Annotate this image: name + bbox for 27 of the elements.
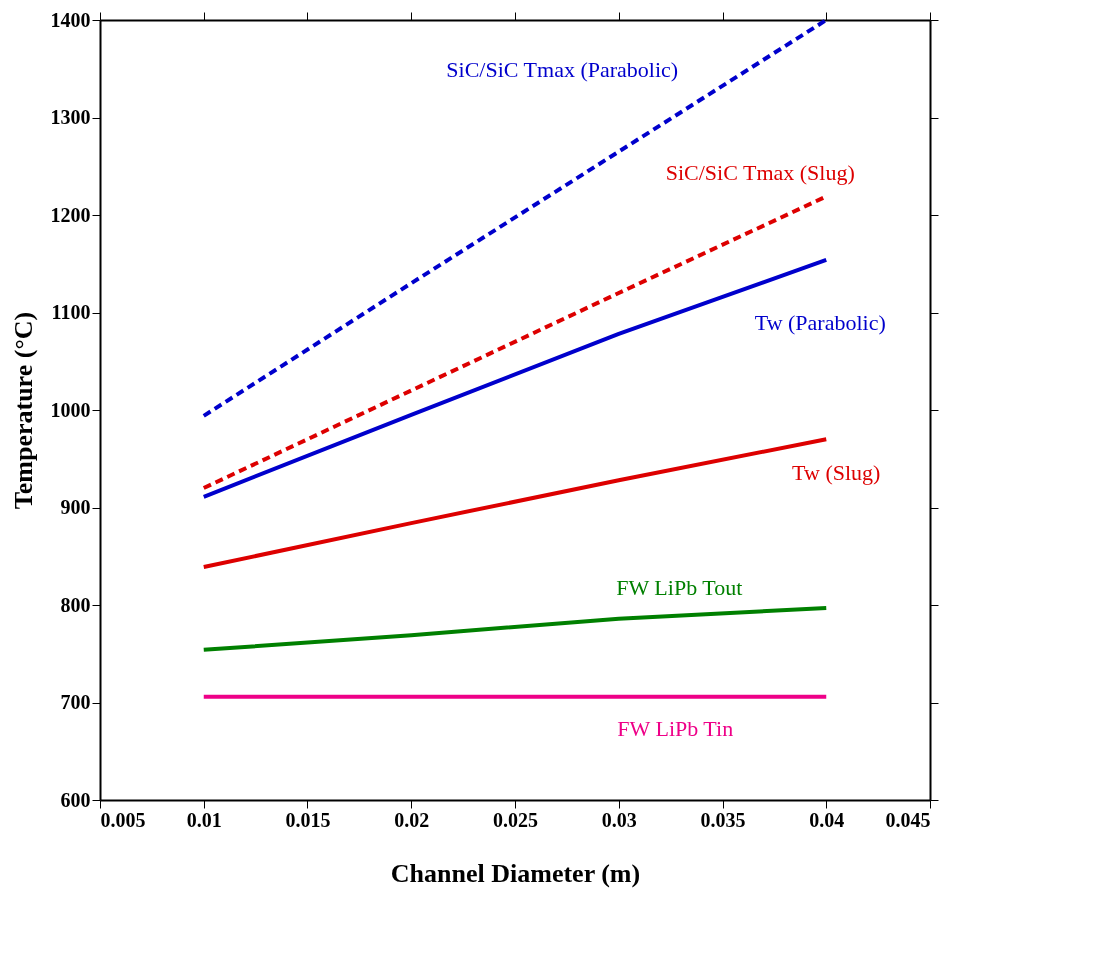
y-tick-label: 1400 [50,8,91,31]
x-tick-label: 0.015 [285,808,331,831]
y-axis-title: Temperature (°C) [8,311,38,510]
x-tick-label: 0.045 [885,808,931,831]
y-tick-label: 1200 [50,203,91,226]
y-tick-label: 600 [60,788,91,811]
y-tick-label: 900 [60,496,91,518]
x-tick-label: 0.02 [394,808,430,831]
x-tick-label: 0.025 [493,808,538,831]
series-label: Tw (Parabolic) [754,309,886,335]
x-tick-label: 0.01 [186,808,222,831]
series-label: SiC/SiC Tmax (Parabolic) [446,57,679,82]
series-label: FW LiPb Tout [616,574,743,600]
y-tick-label: 700 [60,691,91,713]
y-tick-label: 1000 [50,398,91,421]
x-tick-label: 0.04 [809,808,845,831]
x-tick-label: 0.035 [700,808,746,831]
x-tick-label: 0.005 [100,808,146,831]
x-tick-label: 0.03 [601,808,637,831]
y-tick-label: 1300 [50,106,91,128]
y-tick-label: 1100 [51,301,91,323]
series-label: FW LiPb Tin [617,715,734,741]
series-label: Tw (Slug) [792,460,881,486]
line-series [201,605,829,652]
x-axis-title: Channel Diameter (m) [390,858,641,888]
y-tick-label: 800 [60,593,91,616]
series-label: SiC/SiC Tmax (Slug) [665,160,855,186]
